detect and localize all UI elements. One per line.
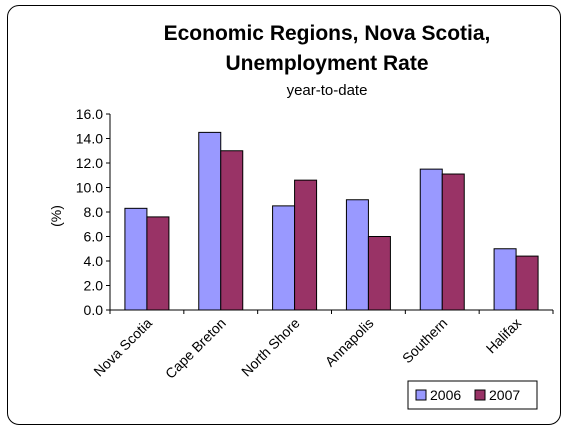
y-tick-label: 10.0 (76, 180, 103, 196)
y-tick-label: 8.0 (84, 204, 104, 220)
bar-2007-southern (441, 173, 465, 311)
y-tick-label: 16.0 (76, 106, 103, 122)
bar-2007-halifax (515, 255, 539, 311)
bar-2006-north-shore (272, 205, 296, 311)
bar-2006-nova-scotia (124, 207, 148, 311)
y-axis-ticks: 0.0 2.0 4.0 6.0 8.0 10.0 12.0 14.0 16.0 (76, 106, 110, 318)
chart-subtitle: year-to-date (287, 82, 368, 99)
bar-2006-southern (419, 168, 443, 311)
legend-label-2007: 2007 (489, 387, 520, 403)
bar-2006-cape-breton (198, 131, 222, 311)
chart-frame (7, 5, 561, 425)
bar-2006-annapolis (345, 199, 369, 311)
x-category-label: Nova Scotia (90, 315, 155, 380)
chart-title-line-2: Unemployment Rate (225, 52, 428, 75)
legend: 2006 2007 (407, 380, 538, 410)
x-category-label: North Shore (238, 315, 303, 380)
x-category-label: Southern (399, 315, 450, 366)
bar-2007-north-shore (294, 179, 318, 311)
bar-2007-nova-scotia (146, 216, 170, 311)
bar-2007-annapolis (367, 236, 391, 311)
x-category-label: Cape Breton (162, 315, 229, 382)
y-tick-label: 6.0 (84, 229, 104, 245)
legend-swatch-2006 (415, 389, 427, 401)
x-category-label: Annapolis (322, 315, 377, 370)
x-category-label: Halifax (483, 315, 525, 357)
y-tick-label: 12.0 (76, 155, 103, 171)
y-tick-label: 14.0 (76, 131, 103, 147)
y-tick-label: 2.0 (84, 278, 104, 294)
legend-label-2006: 2006 (430, 387, 461, 403)
legend-swatch-2007 (474, 389, 486, 401)
x-axis-category-labels: Nova Scotia Cape Breton North Shore Annapol… (90, 310, 554, 382)
y-axis-label: (%) (48, 205, 64, 227)
y-tick-label: 4.0 (84, 253, 104, 269)
y-tick-label: 0.0 (84, 302, 104, 318)
legend-box (407, 380, 538, 410)
chart-title-line-1: Economic Regions, Nova Scotia, (164, 22, 491, 45)
bar-2006-halifax (493, 248, 517, 311)
bar-2007-cape-breton (220, 150, 244, 311)
bars (124, 131, 539, 311)
